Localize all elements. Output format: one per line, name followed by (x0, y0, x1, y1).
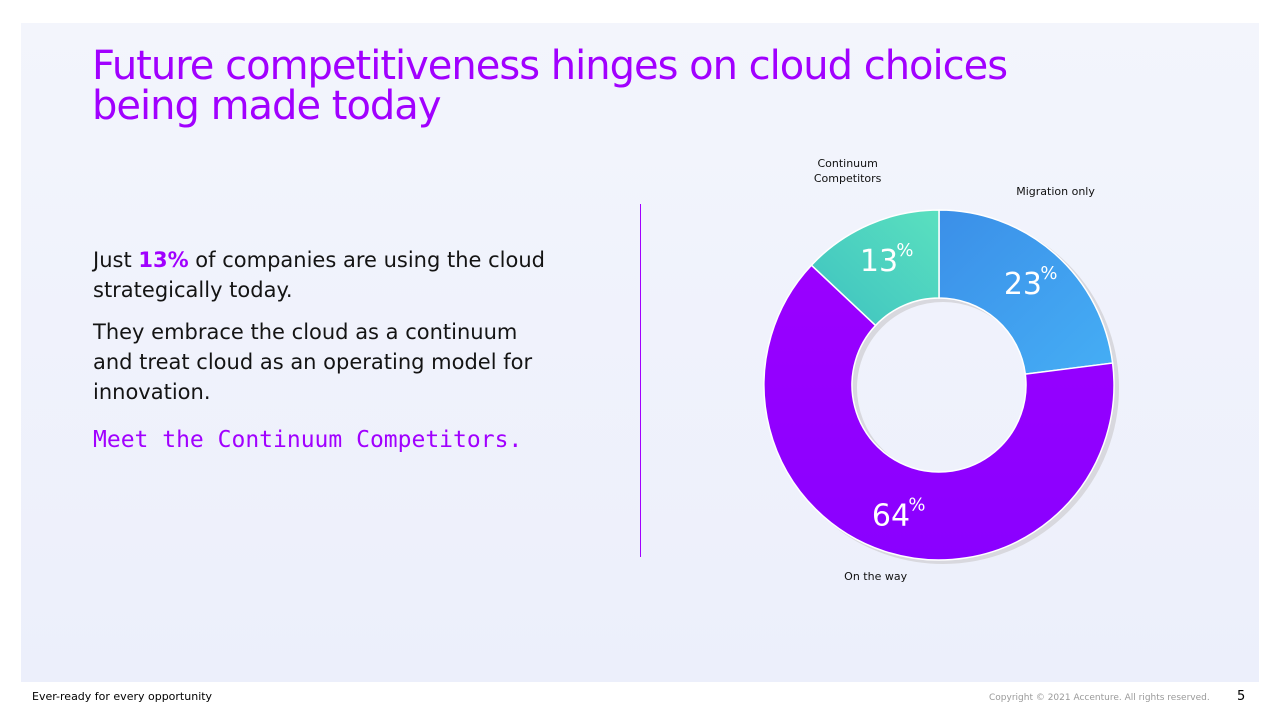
page-number: 5 (1237, 689, 1246, 704)
body-copy: Just 13% of companies are using the clou… (93, 245, 563, 467)
value-unit: % (908, 494, 925, 515)
vertical-divider (640, 204, 641, 557)
value-unit: % (896, 240, 913, 261)
stat-highlight: 13% (138, 248, 189, 272)
value-label: 64 (872, 498, 910, 533)
donut-slice-migration-only (938, 209, 1114, 375)
category-label: Migration only (1016, 185, 1095, 198)
footer-copyright: Copyright © 2021 Accenture. All rights r… (989, 693, 1210, 703)
category-label: Continuum Competitors (814, 157, 882, 185)
category-label: On the way (844, 570, 907, 583)
value-label: 13 (860, 244, 898, 279)
stat-text-after: of companies are using the cloud strateg… (93, 248, 545, 302)
call-to-action: Meet the Continuum Competitors. (93, 427, 523, 453)
stat-paragraph: Just 13% of companies are using the clou… (93, 245, 563, 305)
donut-slice-continuum-competitors (810, 209, 940, 327)
description-paragraph: They embrace the cloud as a continuum an… (93, 320, 533, 404)
stat-text-before: Just (93, 248, 139, 272)
slide-title: Future competitiveness hinges on cloud c… (92, 43, 1008, 129)
value-label: 23 (1004, 267, 1042, 302)
value-unit: % (1040, 263, 1057, 284)
footer-tagline: Ever-ready for every opportunity (32, 690, 213, 703)
donut-slice-on-the-way (763, 264, 1115, 561)
